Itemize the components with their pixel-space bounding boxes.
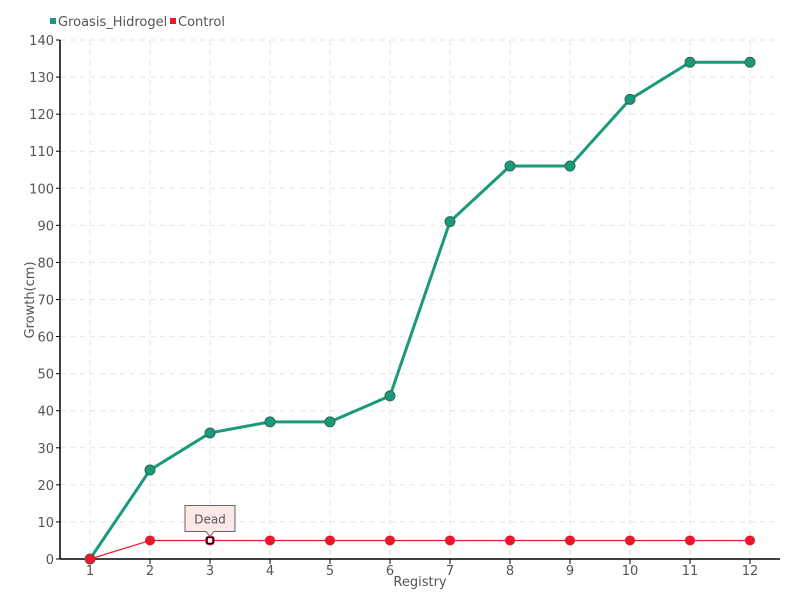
series-line-control — [89, 539, 750, 560]
y-tick-label: 100 — [29, 182, 54, 197]
x-axis-label: Registry — [393, 575, 447, 590]
y-tick-label: 140 — [29, 34, 54, 49]
x-tick-label: 4 — [266, 564, 274, 579]
data-point — [504, 160, 516, 172]
x-tick-label: 7 — [446, 564, 454, 579]
data-point — [145, 535, 155, 546]
data-point — [324, 416, 336, 428]
data-point — [564, 160, 576, 172]
data-point — [265, 535, 275, 546]
annotation-box — [184, 504, 236, 538]
y-tick-label: 30 — [37, 442, 54, 457]
x-tick-label: 6 — [386, 564, 394, 579]
y-tick-label: 50 — [37, 368, 54, 383]
annotation-label: Dead — [194, 512, 226, 526]
y-tick-label: 40 — [37, 405, 54, 420]
data-point — [264, 416, 276, 428]
y-axis-label: Growth(cm) — [23, 261, 38, 338]
data-point — [385, 535, 395, 546]
y-tick-label: 80 — [37, 256, 54, 271]
series-line-groasis_hidrogel — [88, 60, 750, 560]
legend-label: Control — [178, 15, 225, 30]
data-point — [384, 390, 396, 402]
annotation-marker — [206, 536, 214, 545]
y-tick-label: 10 — [37, 516, 54, 531]
data-point — [685, 535, 695, 546]
data-point — [624, 93, 636, 105]
data-point — [625, 535, 635, 546]
data-point — [144, 464, 156, 476]
x-tick-label: 11 — [682, 564, 699, 579]
y-tick-label: 90 — [37, 219, 54, 234]
data-point — [745, 535, 755, 546]
x-tick-label: 12 — [742, 564, 759, 579]
legend-marker — [170, 18, 176, 24]
data-point — [325, 535, 335, 546]
x-tick-label: 5 — [326, 564, 334, 579]
legend-label: Groasis_Hidrogel — [58, 15, 167, 30]
data-point — [444, 216, 456, 228]
y-tick-label: 70 — [37, 294, 54, 309]
x-tick-label: 8 — [506, 564, 514, 579]
x-tick-label: 3 — [206, 564, 214, 579]
data-point — [204, 427, 216, 439]
y-tick-label: 0 — [46, 553, 54, 568]
data-point — [744, 56, 756, 68]
y-tick-label: 60 — [37, 331, 54, 346]
data-point — [505, 535, 515, 546]
y-tick-label: 20 — [37, 479, 54, 494]
x-tick-label: 2 — [146, 564, 154, 579]
data-point — [445, 535, 455, 546]
legend-marker — [50, 18, 56, 24]
data-point — [85, 554, 95, 564]
data-point — [565, 535, 575, 546]
x-tick-label: 9 — [566, 564, 574, 579]
y-tick-label: 130 — [29, 71, 54, 86]
y-tick-label: 120 — [29, 108, 54, 123]
y-tick-label: 110 — [29, 145, 54, 160]
x-tick-label: 1 — [86, 564, 94, 579]
data-point — [684, 56, 696, 68]
x-tick-label: 10 — [622, 564, 639, 579]
